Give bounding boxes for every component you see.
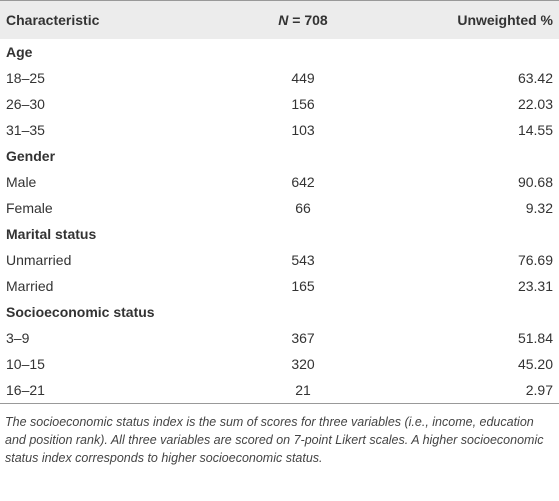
table-cell: 26–30: [6, 96, 45, 112]
data-row: 31–35 103 14.55: [0, 117, 559, 143]
section-title: Gender: [6, 148, 56, 164]
header-row: Characteristic N = 708 Unweighted %: [0, 0, 559, 40]
data-row: 16–21 21 2.97: [0, 377, 559, 404]
table-cell: Male: [6, 174, 37, 190]
table-cell: 31–35: [6, 122, 45, 138]
table-cell: 66: [295, 200, 311, 216]
table-cell: 367: [291, 330, 315, 346]
section-title: Socioeconomic status: [6, 304, 155, 320]
table-cell: 3–9: [6, 330, 30, 346]
header-cell: Unweighted %: [457, 12, 553, 28]
section-title: Marital status: [6, 226, 97, 242]
table-cell: 156: [291, 96, 315, 112]
data-row: Married 165 23.31: [0, 273, 559, 299]
table-cell: 14.55: [517, 122, 553, 138]
table-cell: 9.32: [525, 200, 553, 216]
header-cell: Characteristic: [6, 12, 100, 28]
table-body: Age 18–25 449 63.42 26–30 156 22.03 31–35 103 14.…: [0, 39, 559, 404]
section-row: Age: [0, 39, 559, 65]
table-cell: 642: [291, 174, 315, 190]
table-cell: Female: [6, 200, 53, 216]
footnote: The socioeconomic status index is the su…: [5, 415, 544, 465]
header-text: = 708: [292, 12, 328, 28]
table-cell: 103: [291, 122, 315, 138]
header-variable: N: [278, 12, 289, 28]
section-row: Marital status: [0, 221, 559, 247]
data-row: 26–30 156 22.03: [0, 91, 559, 117]
data-row: Unmarried 543 76.69: [0, 247, 559, 273]
table-cell: 2.97: [525, 382, 553, 398]
table-cell: 449: [291, 70, 315, 86]
data-row: 10–15 320 45.20: [0, 351, 559, 377]
data-row: 3–9 367 51.84: [0, 325, 559, 351]
table-cell: Unmarried: [6, 252, 72, 268]
section-row: Gender: [0, 143, 559, 169]
table-cell: 543: [291, 252, 315, 268]
table-cell: 51.84: [517, 330, 553, 346]
table-cell: 90.68: [517, 174, 553, 190]
table-cell: 63.42: [517, 70, 553, 86]
table-cell: 45.20: [517, 356, 553, 372]
table-cell: 21: [295, 382, 311, 398]
table-cell: 22.03: [517, 96, 553, 112]
data-row: Male 642 90.68: [0, 169, 559, 195]
table-cell: 18–25: [6, 70, 45, 86]
table-cell: 76.69: [517, 252, 553, 268]
table-cell: Married: [6, 278, 54, 294]
table-cell: 10–15: [6, 356, 45, 372]
header-cell: N = 708: [212, 1, 394, 40]
section-row: Socioeconomic status: [0, 299, 559, 325]
table-cell: 16–21: [6, 382, 45, 398]
section-title: Age: [6, 44, 33, 60]
data-row: Female 66 9.32: [0, 195, 559, 221]
table-cell: 165: [291, 278, 315, 294]
table-cell: 23.31: [517, 278, 553, 294]
table-cell: 320: [291, 356, 315, 372]
data-row: 18–25 449 63.42: [0, 65, 559, 91]
table-header: Characteristic N = 708 Unweighted %: [0, 0, 559, 40]
data-table: Characteristic N = 708 Unweighted % Age 1…: [0, 0, 559, 404]
